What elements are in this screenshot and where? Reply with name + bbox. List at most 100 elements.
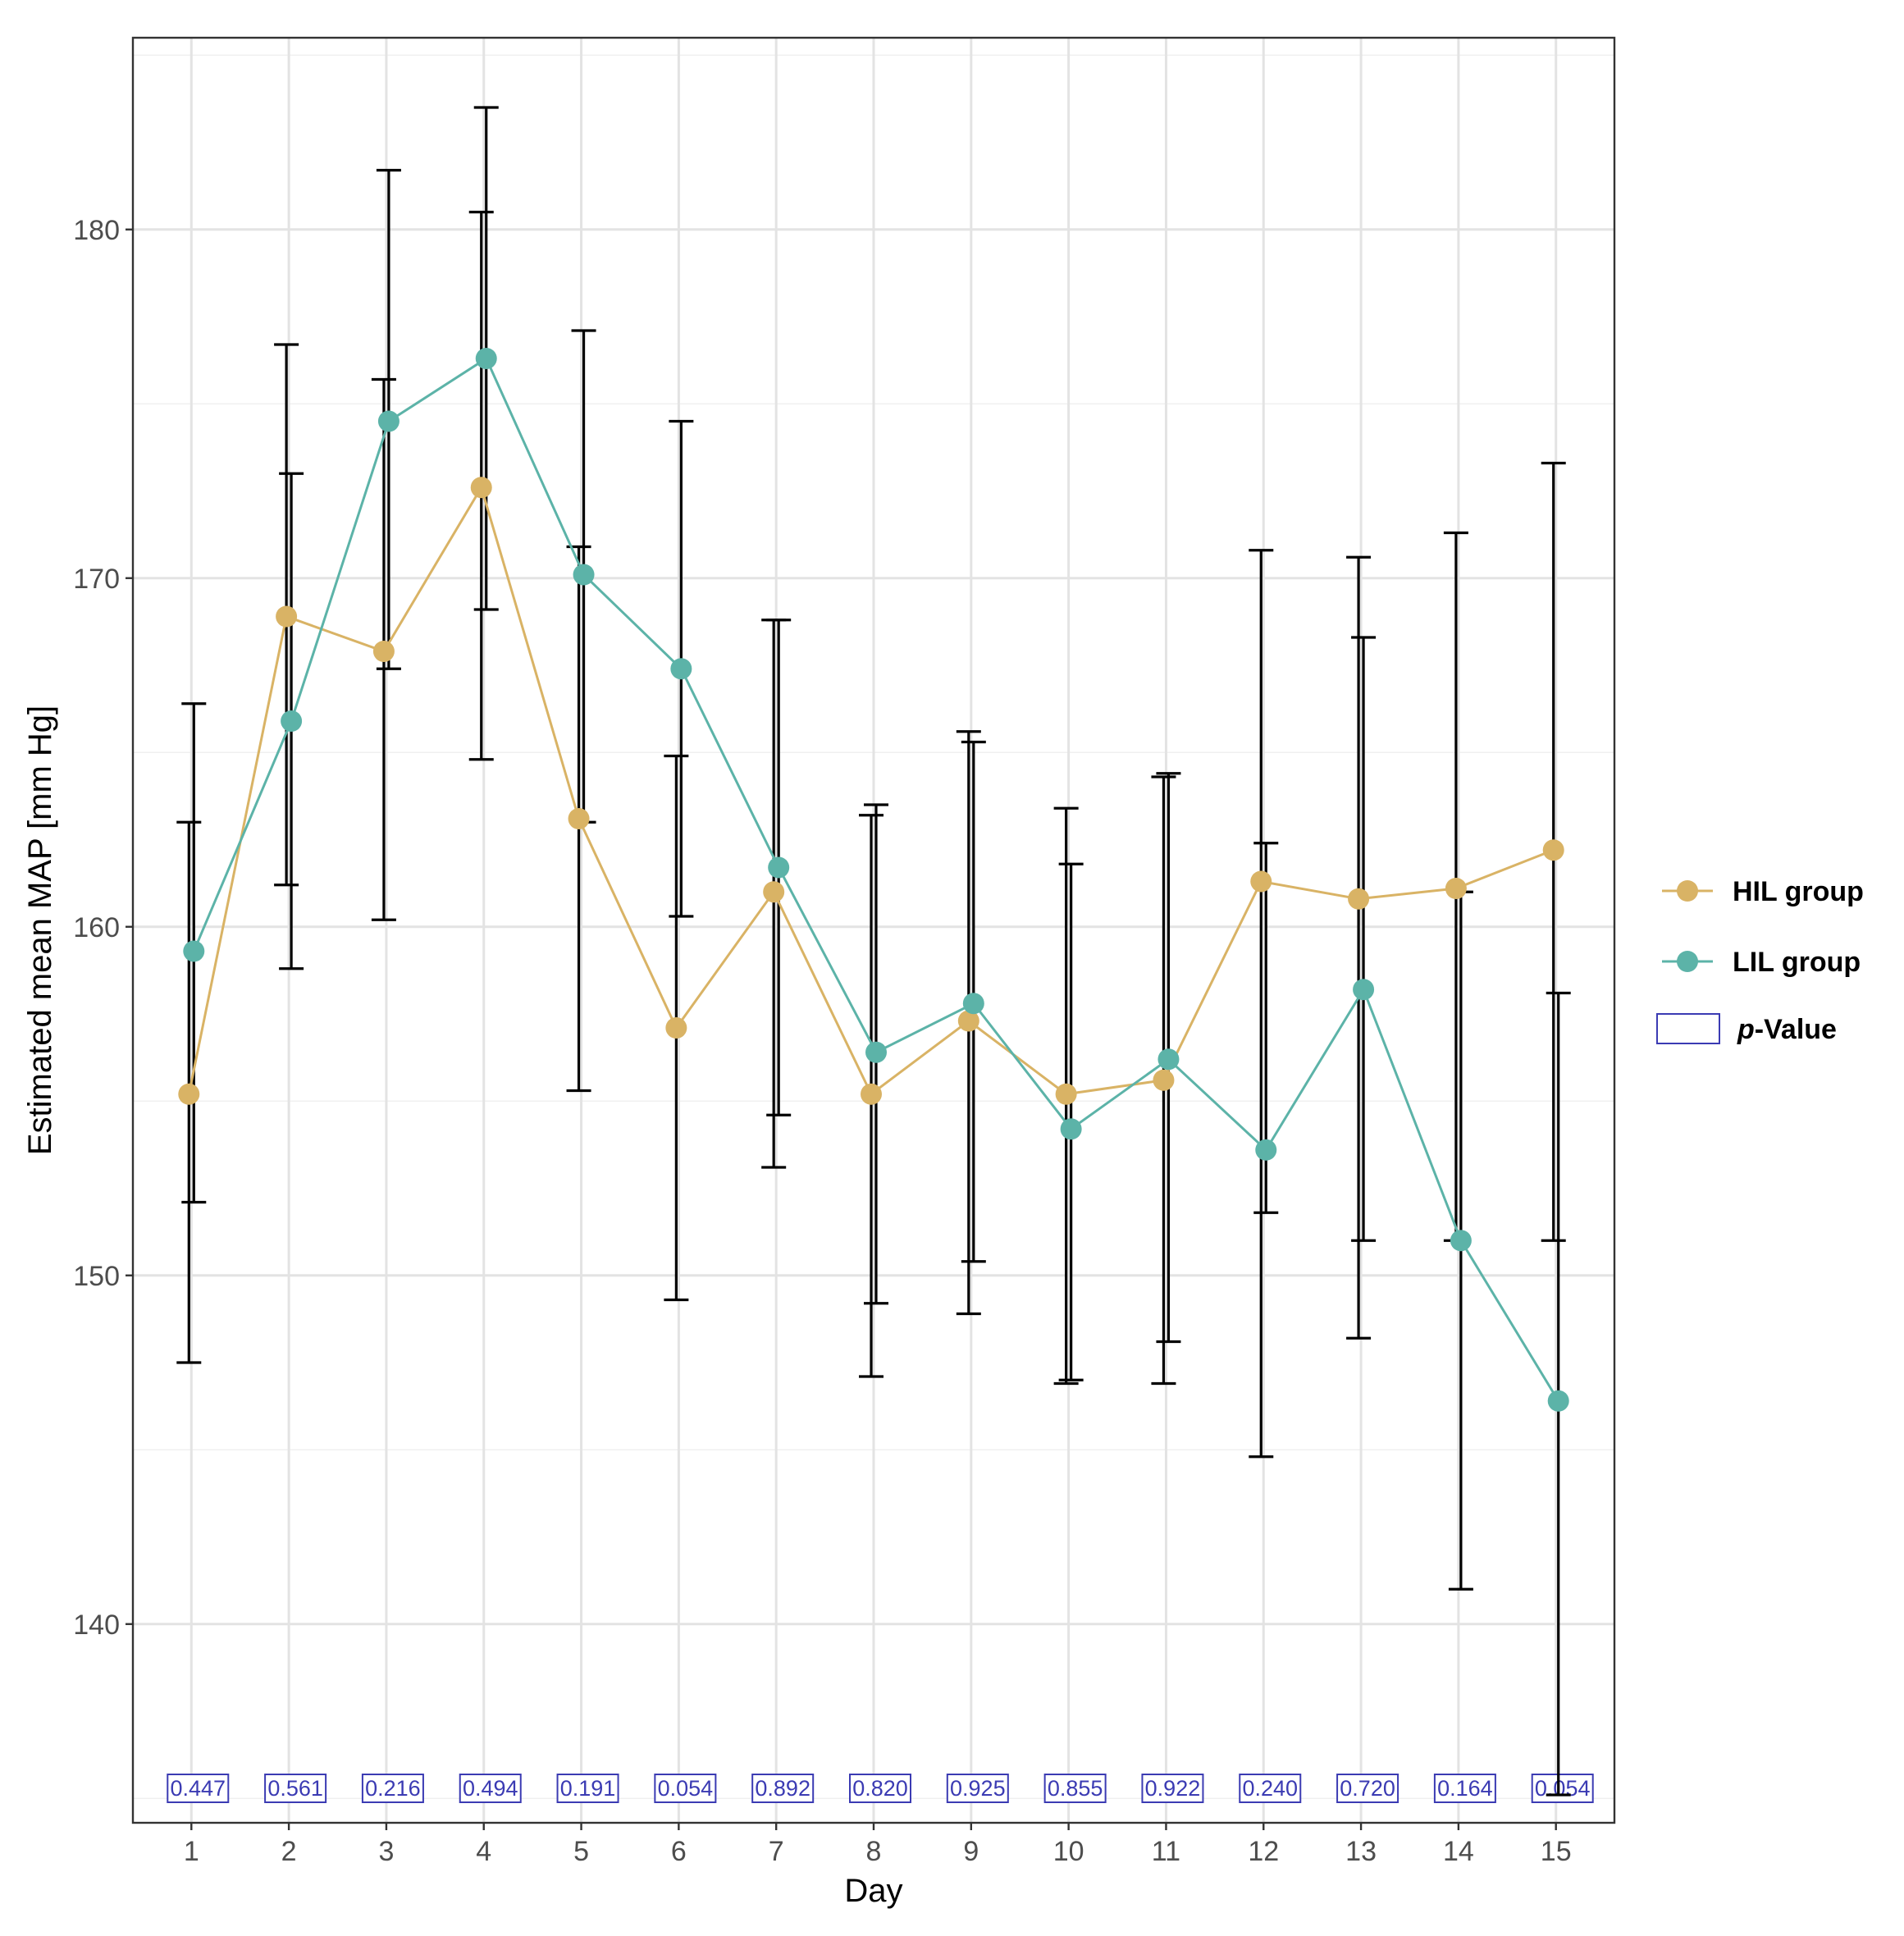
y-tick-label: 170: [73, 564, 120, 595]
series-points: [178, 348, 1569, 1412]
p-value-label: 0.720: [1340, 1776, 1395, 1801]
data-point-lil: [1157, 1048, 1180, 1071]
legend-item-hil: HIL group: [1662, 876, 1864, 907]
p-value-label: 0.054: [1535, 1776, 1591, 1801]
p-value-label: 0.855: [1048, 1776, 1103, 1801]
x-tick-label: 7: [769, 1836, 784, 1867]
legend-item-lil: LIL group: [1662, 947, 1861, 978]
x-tick-label: 9: [963, 1836, 979, 1867]
p-value-frame: [1433, 1774, 1496, 1803]
x-tick-label: 12: [1248, 1836, 1279, 1867]
legend-key-point: [1677, 951, 1698, 972]
p-value-frame: [751, 1774, 815, 1803]
x-tick-label: 13: [1345, 1836, 1377, 1867]
data-point-hil: [665, 1017, 687, 1039]
data-point-hil: [372, 641, 395, 662]
p-value-annotations: 0.447 0.561 0.216 0.494 0.191 0.054 0.892 0.820…: [167, 1774, 1594, 1803]
legend-p-suffix: -Value: [1755, 1014, 1837, 1045]
data-point-hil: [568, 808, 590, 829]
data-point-hil: [1250, 870, 1272, 893]
error-bar: [1249, 549, 1274, 1459]
p-value-box: 0.820: [849, 1774, 911, 1803]
p-value-label: 0.922: [1145, 1776, 1201, 1801]
data-point-lil: [377, 410, 400, 432]
y-tick-label: 180: [73, 215, 120, 246]
data-point-lil: [768, 856, 790, 879]
p-value-box: 0.892: [751, 1774, 815, 1803]
x-tick-label: 1: [184, 1836, 199, 1867]
data-point-hil: [957, 1010, 979, 1032]
data-point-hil: [861, 1083, 882, 1105]
p-value-box: 0.054: [654, 1774, 717, 1803]
data-point-lil: [1547, 1390, 1569, 1412]
y-tick-label: 160: [73, 912, 120, 943]
p-value-box: 0.164: [1433, 1774, 1496, 1803]
p-value-label: 0.892: [755, 1776, 810, 1801]
x-axis-title: Day: [844, 1873, 902, 1909]
x-tick-label: 14: [1443, 1836, 1474, 1867]
p-value-box: 0.054: [1531, 1774, 1594, 1803]
legend-label: LIL group: [1733, 947, 1861, 978]
data-point-hil: [470, 477, 492, 499]
p-value-label: 0.561: [267, 1776, 323, 1801]
p-value-box: 0.925: [946, 1774, 1009, 1803]
x-tick-label: 3: [378, 1836, 394, 1867]
p-value-frame: [264, 1774, 327, 1803]
p-value-label: 0.216: [365, 1776, 421, 1801]
data-point-hil: [1153, 1069, 1175, 1091]
p-value-box: 0.494: [459, 1774, 522, 1803]
p-value-label: 0.447: [171, 1776, 226, 1801]
p-value-box: 0.191: [556, 1774, 619, 1803]
p-value-label: 0.494: [463, 1776, 518, 1801]
x-tick-label: 6: [671, 1836, 687, 1867]
x-tick-label: 10: [1053, 1836, 1084, 1867]
data-point-hil: [276, 605, 298, 628]
data-point-lil: [183, 940, 205, 962]
data-point-hil: [1348, 888, 1370, 910]
data-point-lil: [475, 348, 497, 369]
y-tick-label: 150: [73, 1261, 120, 1292]
p-value-frame: [654, 1774, 717, 1803]
data-point-hil: [178, 1083, 200, 1105]
data-point-lil: [1353, 979, 1375, 1001]
data-point-lil: [1060, 1118, 1082, 1140]
data-point-lil: [670, 658, 692, 680]
p-value-label: 0.164: [1437, 1776, 1493, 1801]
data-point-lil: [1450, 1230, 1472, 1252]
p-value-box: 0.240: [1239, 1774, 1302, 1803]
x-tick-label: 4: [476, 1836, 491, 1867]
p-value-frame: [361, 1774, 424, 1803]
data-point-hil: [763, 881, 785, 903]
p-value-frame: [459, 1774, 522, 1803]
p-value-frame: [167, 1774, 230, 1803]
p-value-frame: [1043, 1774, 1107, 1803]
p-value-frame: [1239, 1774, 1302, 1803]
p-value-box: 0.216: [361, 1774, 424, 1803]
data-point-hil: [1445, 878, 1467, 899]
p-value-box: 0.447: [167, 1774, 230, 1803]
x-tick-label: 5: [573, 1836, 589, 1867]
error-bar: [1346, 555, 1372, 1340]
legend-item-p-value: p-Value: [1656, 1013, 1837, 1045]
p-value-box: 0.922: [1141, 1774, 1204, 1803]
x-tick-label: 15: [1541, 1836, 1572, 1867]
x-tick-label: 11: [1152, 1836, 1180, 1867]
legend: HIL group LIL group p-Value: [1656, 876, 1864, 1045]
p-value-label: 0.191: [560, 1776, 616, 1801]
grid: [133, 38, 1614, 1823]
p-value-label: 0.240: [1242, 1776, 1298, 1801]
y-tick-label: 140: [73, 1610, 120, 1641]
p-value-box: 0.561: [264, 1774, 327, 1803]
p-value-frame: [1141, 1774, 1204, 1803]
data-point-lil: [1255, 1139, 1277, 1161]
p-value-frame: [946, 1774, 1009, 1803]
p-value-label: 0.925: [950, 1776, 1006, 1801]
data-point-lil: [962, 993, 984, 1015]
p-value-box: 0.855: [1043, 1774, 1107, 1803]
legend-key-p-value-box: [1656, 1013, 1720, 1044]
data-point-hil: [1055, 1083, 1077, 1105]
data-point-lil: [281, 710, 303, 732]
x-tick-label: 8: [866, 1836, 882, 1867]
